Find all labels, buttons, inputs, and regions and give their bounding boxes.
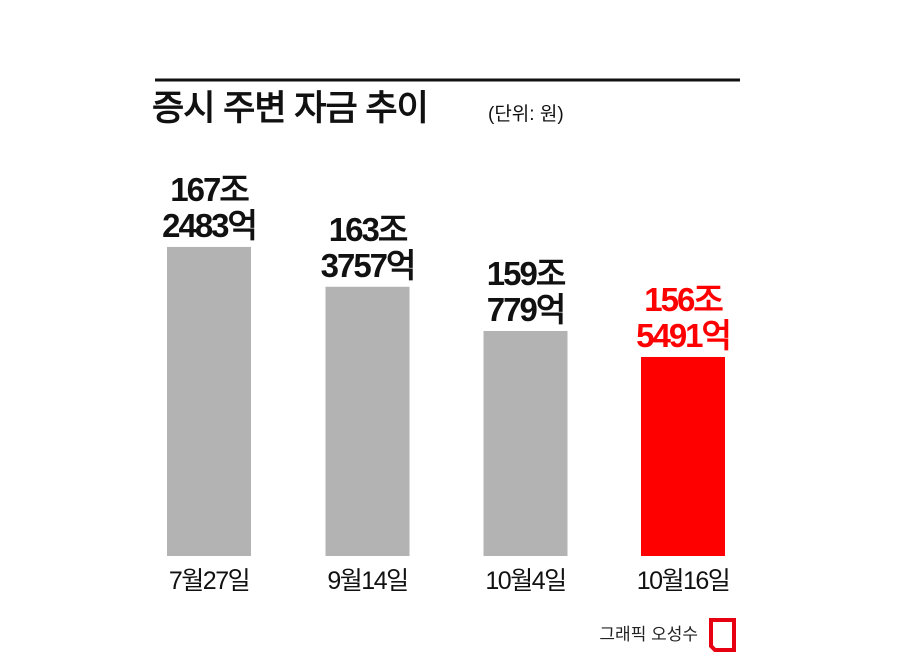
value-label: 3757억 (321, 247, 415, 284)
value-label: 2483억 (162, 207, 256, 244)
chart-subtitle: (단위: 원) (488, 103, 564, 125)
logo (709, 618, 736, 652)
x-tick-label: 9월14일 (327, 567, 407, 595)
value-label: 159조 (487, 255, 566, 292)
chart-title: 증시 주변 자금 추이 (152, 89, 428, 128)
value-label: 779억 (487, 291, 564, 328)
value-label: 167조 (170, 171, 249, 208)
x-tick-label: 10월4일 (485, 567, 565, 595)
bar (483, 330, 568, 556)
bar (641, 356, 725, 556)
value-label: 156조 (644, 281, 723, 318)
x-tick-label: 7월27일 (169, 567, 249, 595)
x-tick-label: 10월16일 (637, 567, 730, 595)
value-label: 163조 (329, 211, 408, 248)
credit: 그래픽 오성수 (599, 625, 698, 644)
bar (167, 246, 251, 557)
bar (325, 286, 410, 556)
value-label: 5491억 (636, 317, 730, 354)
